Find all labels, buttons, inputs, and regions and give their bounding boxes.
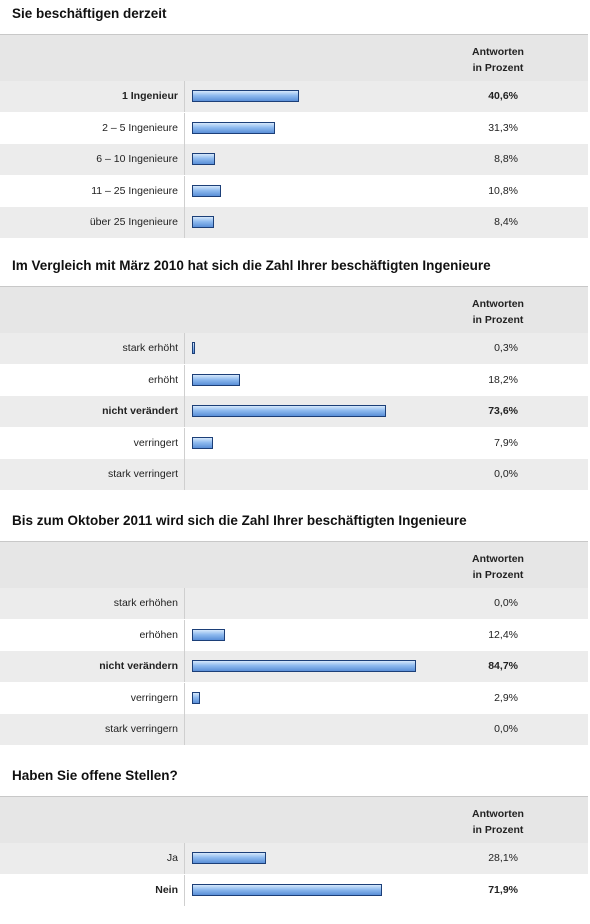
bar: [192, 216, 215, 228]
category-label: 6 – 10 Ingenieure: [96, 153, 178, 165]
category-label: verringert: [133, 436, 178, 449]
value-label: 31,3%: [488, 121, 518, 134]
table-header: Antworten in Prozent: [0, 541, 588, 588]
category-label: Ja: [166, 852, 178, 864]
row-divider: [184, 619, 185, 651]
row-divider: [184, 207, 185, 238]
section-title: Haben Sie offene Stellen?: [12, 768, 178, 783]
table-row: über 25 Ingenieure 8,4%: [0, 207, 588, 238]
bar: [192, 405, 387, 417]
bar: [192, 153, 216, 165]
category-label: 1 Ingenieur: [121, 90, 178, 102]
value-label: 0,0%: [494, 597, 518, 609]
category-label: nicht verändert: [102, 405, 178, 417]
value-label: 71,9%: [488, 883, 518, 896]
row-divider: [184, 427, 185, 459]
value-label: 10,8%: [488, 184, 518, 197]
category-label: Nein: [155, 883, 178, 896]
bar: [192, 342, 195, 354]
bar: [192, 660, 416, 672]
section-title: Im Vergleich mit März 2010 hat sich die …: [12, 258, 491, 273]
category-label: stark verringern: [105, 723, 178, 735]
table-row: erhöhen 12,4%: [0, 619, 588, 651]
row-divider: [184, 112, 185, 144]
row-divider: [184, 396, 185, 427]
table-header: Antworten in Prozent: [0, 286, 588, 333]
table-row: stark erhöht 0,3%: [0, 333, 588, 364]
row-divider: [184, 682, 185, 714]
table-row: stark verringern 0,0%: [0, 714, 588, 745]
value-label: 0,3%: [494, 342, 518, 354]
table-row: nicht verändert 73,6%: [0, 396, 588, 427]
bar: [192, 436, 213, 449]
table-row: verringern 2,9%: [0, 682, 588, 714]
row-divider: [184, 364, 185, 396]
bar: [192, 121, 275, 134]
bar: [192, 184, 221, 197]
category-label: nicht verändern: [99, 660, 178, 672]
row-divider: [184, 144, 185, 175]
table-row: Nein 71,9%: [0, 874, 588, 906]
header-answers-percent: Antworten in Prozent: [472, 553, 524, 581]
table-row: 2 – 5 Ingenieure 31,3%: [0, 112, 588, 144]
category-label: 2 – 5 Ingenieure: [102, 121, 178, 134]
table-row: 6 – 10 Ingenieure 8,8%: [0, 144, 588, 175]
table-row: nicht verändern 84,7%: [0, 651, 588, 682]
bar: [192, 628, 225, 641]
row-divider: [184, 588, 185, 619]
row-divider: [184, 874, 185, 906]
header-answers-percent: Antworten in Prozent: [472, 808, 524, 836]
bar: [192, 691, 200, 704]
value-label: 73,6%: [488, 405, 518, 417]
category-label: verringern: [130, 691, 178, 704]
table-row: erhöht 18,2%: [0, 364, 588, 396]
category-label: stark erhöht: [122, 342, 178, 354]
value-label: 18,2%: [488, 373, 518, 386]
category-label: über 25 Ingenieure: [89, 216, 178, 228]
section-title: Sie beschäftigen derzeit: [12, 6, 167, 21]
bar: [192, 883, 382, 896]
row-divider: [184, 175, 185, 207]
table-header: Antworten in Prozent: [0, 796, 588, 843]
value-label: 0,0%: [494, 468, 518, 480]
bar: [192, 373, 241, 386]
value-label: 0,0%: [494, 723, 518, 735]
table-row: 11 – 25 Ingenieure 10,8%: [0, 175, 588, 207]
row-divider: [184, 651, 185, 682]
value-label: 8,4%: [494, 216, 518, 228]
table-row: 1 Ingenieur 40,6%: [0, 81, 588, 112]
table-row: stark erhöhen 0,0%: [0, 588, 588, 619]
category-label: erhöht: [148, 373, 178, 386]
value-label: 40,6%: [488, 90, 518, 102]
category-label: stark verringert: [107, 468, 178, 480]
row-divider: [184, 714, 185, 745]
bar: [192, 852, 267, 864]
header-answers-percent: Antworten in Prozent: [472, 298, 524, 326]
table-row: verringert 7,9%: [0, 427, 588, 459]
bar: [192, 90, 300, 102]
table-header: Antworten in Prozent: [0, 34, 588, 81]
value-label: 2,9%: [494, 691, 518, 704]
category-label: 11 – 25 Ingenieure: [91, 184, 178, 197]
table-row: stark verringert 0,0%: [0, 459, 588, 490]
section-title: Bis zum Oktober 2011 wird sich die Zahl …: [12, 513, 467, 528]
row-divider: [184, 81, 185, 112]
value-label: 28,1%: [488, 852, 518, 864]
category-label: stark erhöhen: [113, 597, 178, 609]
row-divider: [184, 843, 185, 874]
table-row: Ja 28,1%: [0, 843, 588, 874]
row-divider: [184, 459, 185, 490]
row-divider: [184, 333, 185, 364]
header-answers-percent: Antworten in Prozent: [472, 46, 524, 74]
value-label: 8,8%: [494, 153, 518, 165]
category-label: erhöhen: [139, 628, 178, 641]
value-label: 84,7%: [488, 660, 518, 672]
value-label: 7,9%: [494, 436, 518, 449]
value-label: 12,4%: [488, 628, 518, 641]
